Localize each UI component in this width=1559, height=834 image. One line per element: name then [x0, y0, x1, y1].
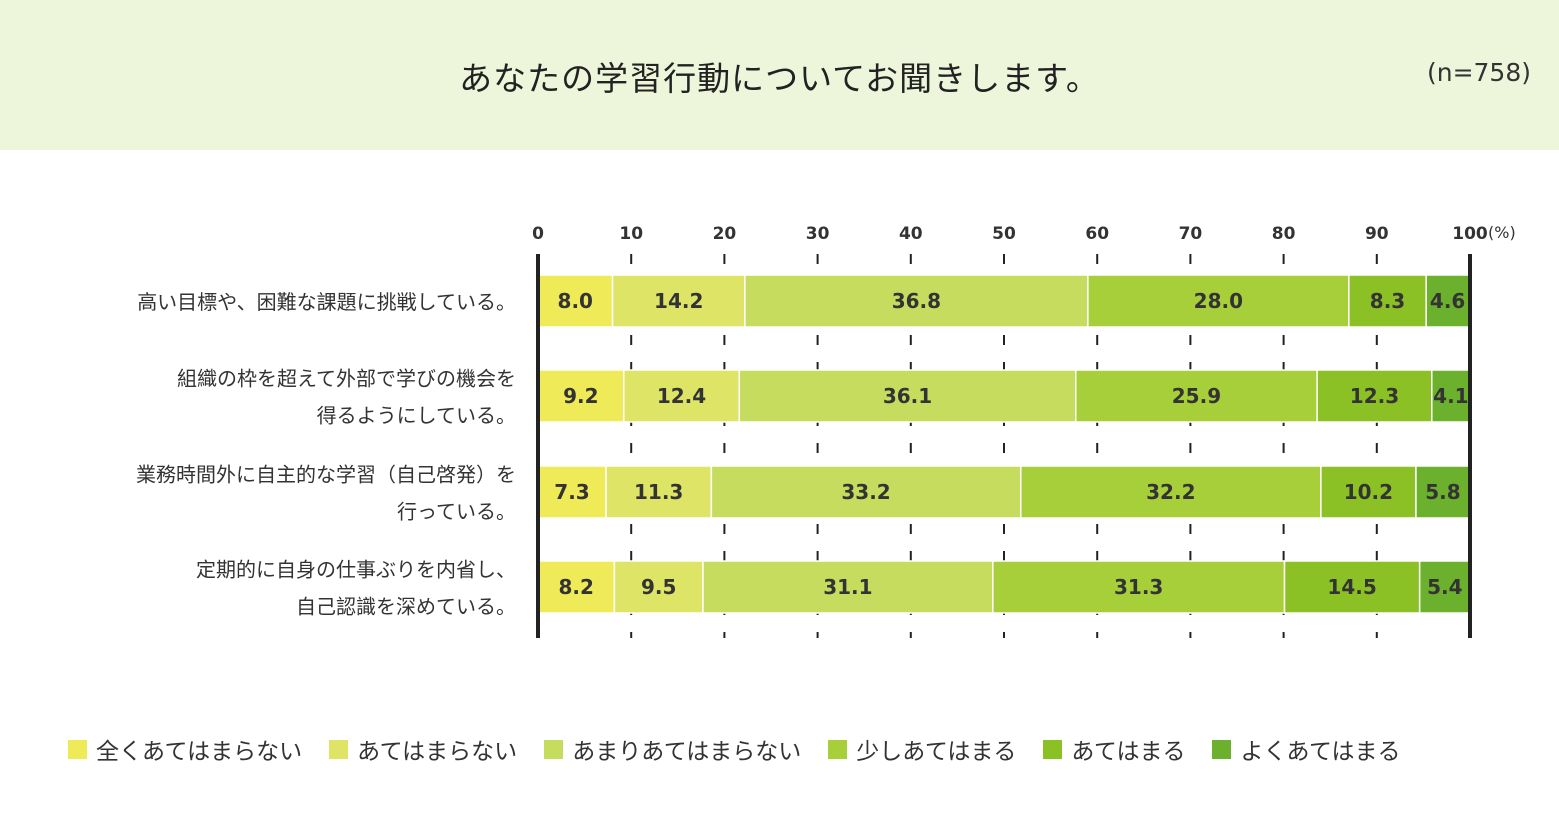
data-label: 32.2	[1146, 480, 1195, 504]
legend-item: あてはまらない	[329, 732, 517, 766]
data-label: 5.4	[1427, 575, 1462, 599]
legend-label: 全くあてはまらない	[96, 739, 303, 765]
category-label: 行っている。	[397, 500, 516, 524]
sample-size: (n=758)	[1426, 58, 1531, 87]
data-label: 14.5	[1327, 575, 1376, 599]
tick-label: 50	[992, 224, 1016, 244]
legend-label: あてはまらない	[357, 739, 518, 765]
bar-segment	[1425, 274, 1470, 328]
bar-segment	[1075, 369, 1318, 423]
tick-label: 20	[713, 224, 737, 244]
data-label: 9.5	[641, 575, 676, 599]
bar-segment	[1320, 465, 1417, 519]
tick-label: 0	[532, 224, 544, 244]
legend-label: あてはまる	[1071, 739, 1186, 765]
bar-segment	[1348, 274, 1427, 328]
tick-label: 70	[1179, 224, 1203, 244]
bar-segment	[537, 274, 614, 328]
data-label: 9.2	[563, 384, 598, 408]
data-label: 28.0	[1194, 289, 1243, 313]
data-label: 12.4	[657, 384, 706, 408]
tick-label: 80	[1272, 224, 1296, 244]
data-label: 7.3	[554, 480, 589, 504]
legend-swatch	[329, 739, 349, 759]
bar-segment	[1087, 274, 1350, 328]
legend-item: あてはまる	[1043, 732, 1185, 766]
bar-segment	[605, 465, 713, 519]
category-label: 業務時間外に自主的な学習（自己啓発）を	[136, 463, 516, 487]
data-label: 4.6	[1430, 289, 1465, 313]
data-label: 5.8	[1425, 480, 1460, 504]
data-label: 36.1	[883, 384, 932, 408]
chart-title: あなたの学習行動についてお聞きします。	[459, 59, 1100, 98]
legend-swatch	[68, 739, 87, 759]
category-label: 自己認識を深めている。	[296, 595, 516, 619]
chart-legend: 全くあてはまらない あてはまらない あまりあてはまらない 少しあてはまる あてはまる よく…	[68, 732, 1428, 766]
legend-label: あまりあてはまらない	[572, 739, 802, 765]
data-label: 11.3	[634, 480, 683, 504]
chart-header: あなたの学習行動についてお聞きします。 (n=758)	[0, 0, 1559, 150]
stacked-bar-chart: 8.0 14.2 36.8 28.0 8.3 4.6 高い目標や、困難な課題に挑戦している。…	[136, 223, 1516, 638]
legend-item: 少しあてはまる	[828, 732, 1016, 766]
tick-label: 100	[1452, 224, 1488, 244]
category-label: 組織の枠を超えて外部で学びの機会を	[177, 367, 516, 391]
tick-label: 30	[806, 224, 830, 244]
unit-label: (%)	[1488, 223, 1516, 242]
category-label: 高い目標や、困難な課題に挑戦している。	[137, 290, 516, 314]
data-label: 4.1	[1433, 384, 1468, 408]
data-label: 8.2	[558, 575, 593, 599]
data-label: 31.1	[823, 575, 872, 599]
tick-label: 40	[899, 224, 923, 244]
legend-swatch	[1043, 739, 1063, 759]
bar-segment	[1283, 560, 1421, 614]
data-label: 31.3	[1114, 575, 1163, 599]
data-label: 8.0	[558, 289, 593, 313]
legend-swatch	[1212, 739, 1232, 759]
bar-segment	[1415, 465, 1471, 519]
data-label: 25.9	[1172, 384, 1221, 408]
data-label: 12.3	[1350, 384, 1399, 408]
legend-item: あまりあてはまらない	[544, 732, 801, 766]
legend-label: よくあてはまる	[1240, 739, 1401, 765]
legend-item: 全くあてはまらない	[68, 732, 302, 766]
data-label: 8.3	[1370, 289, 1405, 313]
tick-label: 10	[619, 224, 643, 244]
bar-segment	[702, 560, 994, 614]
data-label: 33.2	[841, 480, 890, 504]
tick-label: 90	[1365, 224, 1389, 244]
tick-label: 60	[1085, 224, 1109, 244]
bar-segment	[537, 369, 625, 423]
bar-segment	[622, 369, 741, 423]
legend-item: よくあてはまる	[1212, 732, 1401, 766]
data-label: 10.2	[1344, 480, 1393, 504]
data-label: 36.8	[892, 289, 941, 313]
bar-segment	[1316, 369, 1433, 423]
bar-segment	[1418, 560, 1471, 614]
legend-swatch	[828, 739, 848, 759]
category-label: 定期的に自身の仕事ぶりを内省し、	[196, 558, 516, 582]
bar-segment	[537, 465, 607, 519]
category-label: 得るようにしている。	[317, 404, 516, 428]
bar-segment	[1431, 369, 1471, 423]
legend-label: 少しあてはまる	[856, 739, 1017, 765]
legend-swatch	[544, 739, 564, 759]
bar-segment	[738, 369, 1077, 423]
data-label: 14.2	[654, 289, 703, 313]
